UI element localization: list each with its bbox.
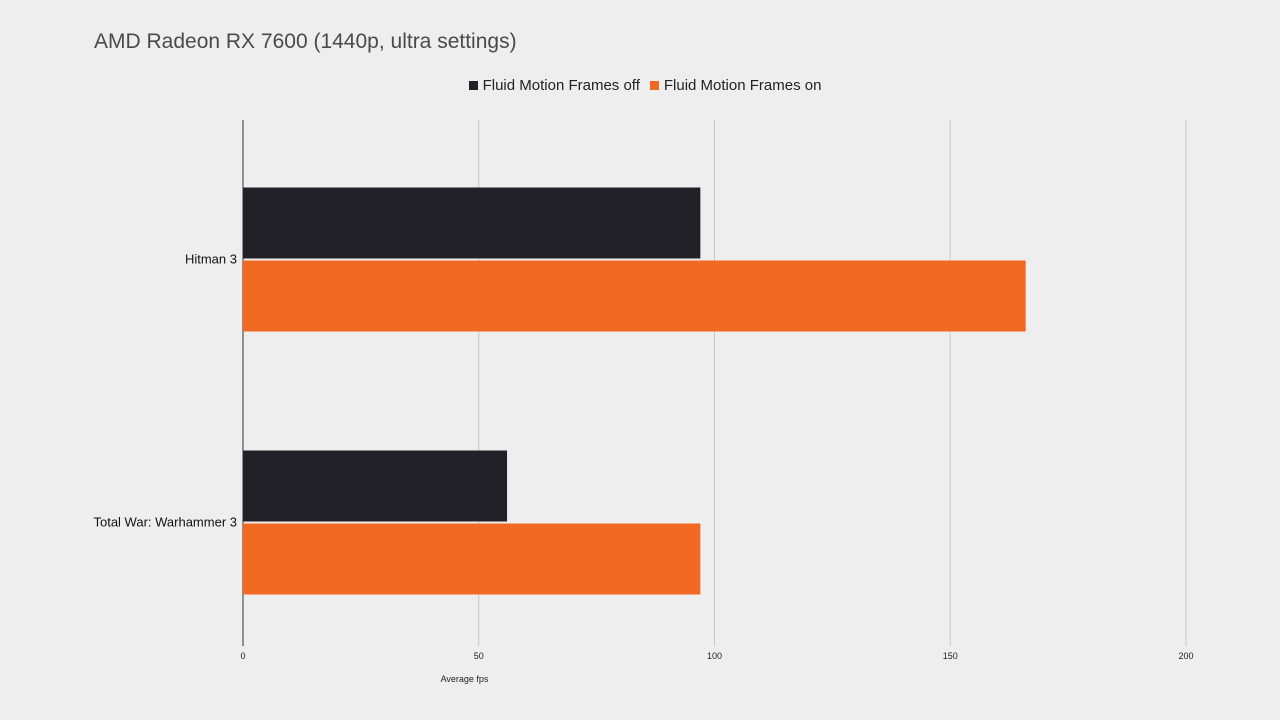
legend-swatch-on (649, 81, 659, 90)
bar (243, 523, 701, 595)
legend-item-off[interactable]: Fluid Motion Frames off (468, 77, 640, 94)
x-tick-label: 100 (707, 651, 722, 661)
bar (243, 450, 508, 522)
x-tick-label: 0 (240, 651, 245, 661)
legend-item-on[interactable]: Fluid Motion Frames on (649, 77, 822, 94)
legend-swatch-off (468, 81, 478, 90)
legend-label-on: Fluid Motion Frames on (663, 77, 822, 94)
x-axis-label: Average fps (441, 674, 489, 684)
bar (243, 260, 1026, 332)
legend-label-off: Fluid Motion Frames off (482, 77, 640, 94)
chart-title: AMD Radeon RX 7600 (1440p, ultra setting… (94, 30, 517, 53)
legend: Fluid Motion Frames off Fluid Motion Fra… (0, 77, 1280, 94)
x-tick-label: 150 (943, 651, 958, 661)
category-label: Total War: Warhammer 3 (93, 515, 237, 530)
x-tick-label: 50 (474, 651, 484, 661)
bar (243, 187, 701, 259)
x-tick-label: 200 (1178, 651, 1193, 661)
category-label: Hitman 3 (185, 252, 237, 267)
